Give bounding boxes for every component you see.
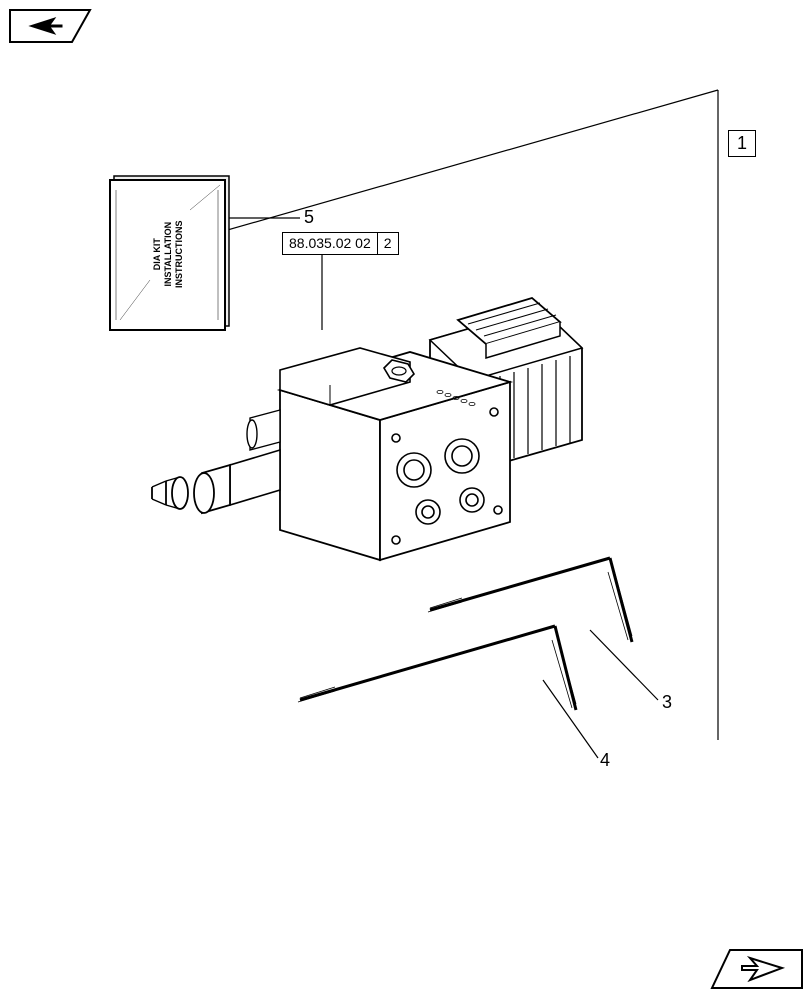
diagram-canvas: DIA KIT INSTALLATION INSTRUCTIONS 1 5 3 … <box>0 0 812 1000</box>
reference-code: 88.035.02 02 <box>282 232 378 255</box>
callout-5: 5 <box>304 207 314 228</box>
tie-rod-4 <box>298 626 576 710</box>
reference-index: 2 <box>378 232 399 255</box>
callout-3: 3 <box>662 692 672 713</box>
manual-line2: INSTALLATION INSTRUCTIONS <box>163 220 184 288</box>
diagram-svg <box>0 0 812 1000</box>
callout-1: 1 <box>728 130 756 157</box>
callout-4: 4 <box>600 750 610 771</box>
tie-rod-3 <box>428 558 632 642</box>
valve-section <box>152 298 582 560</box>
nav-forward-tab[interactable] <box>712 950 802 988</box>
leader-3 <box>590 630 658 700</box>
manual-title: DIA KIT INSTALLATION INSTRUCTIONS <box>152 194 184 314</box>
nav-back-tab[interactable] <box>10 10 90 42</box>
manual-line1: DIA KIT <box>152 238 162 270</box>
reference-box: 88.035.02 02 2 <box>282 232 399 255</box>
